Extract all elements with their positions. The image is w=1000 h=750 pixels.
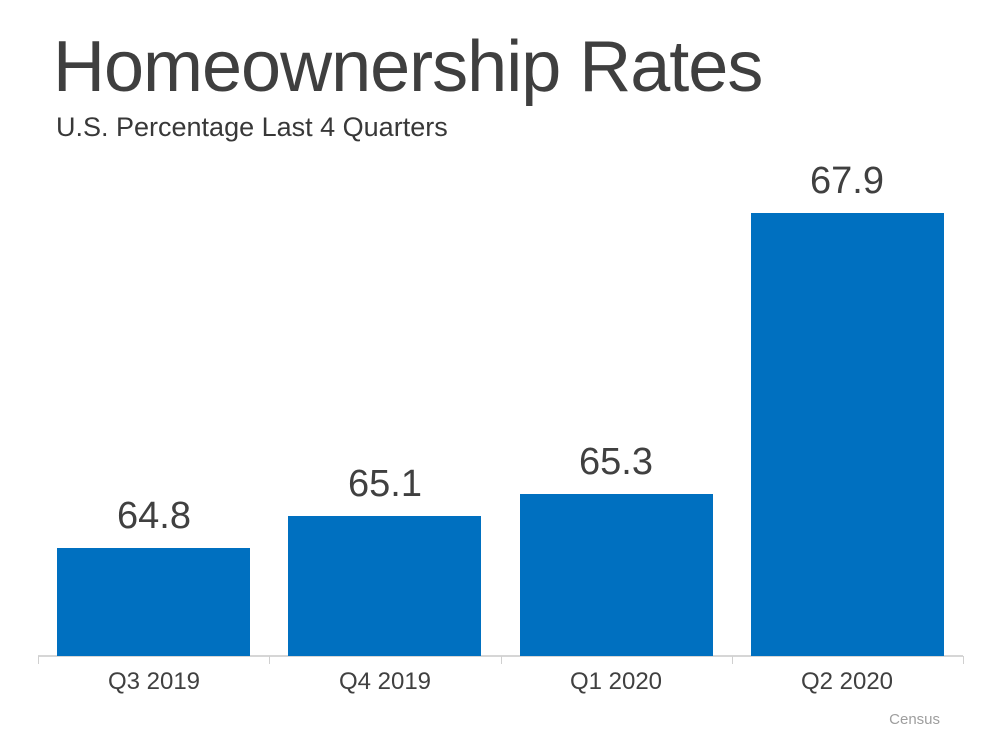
bar-q3-2019 bbox=[57, 548, 250, 656]
bar-value-label: 65.1 bbox=[348, 463, 422, 505]
source-credit-label: Census bbox=[889, 711, 940, 728]
bar-q1-2020 bbox=[520, 494, 713, 656]
chart-title: Homeownership Rates bbox=[53, 27, 763, 107]
bar-value-label: 65.3 bbox=[579, 441, 653, 483]
bar-q2-2020 bbox=[751, 213, 944, 656]
x-axis-line bbox=[38, 655, 963, 657]
x-axis-category-label: Q1 2020 bbox=[569, 668, 663, 695]
x-axis-category-label: Q4 2019 bbox=[338, 668, 432, 695]
x-axis-category-label: Q2 2020 bbox=[800, 668, 894, 695]
x-axis-tick bbox=[38, 656, 39, 664]
x-axis-tick bbox=[501, 656, 502, 664]
chart-subtitle: U.S. Percentage Last 4 Quarters bbox=[56, 112, 448, 142]
x-axis-category-label: Q3 2019 bbox=[107, 668, 201, 695]
x-axis-tick bbox=[269, 656, 270, 664]
bar-value-label: 64.8 bbox=[117, 495, 191, 537]
bar-value-label: 67.9 bbox=[810, 160, 884, 202]
bar-q4-2019 bbox=[288, 516, 481, 656]
x-axis-tick bbox=[963, 656, 964, 664]
x-axis-tick bbox=[732, 656, 733, 664]
